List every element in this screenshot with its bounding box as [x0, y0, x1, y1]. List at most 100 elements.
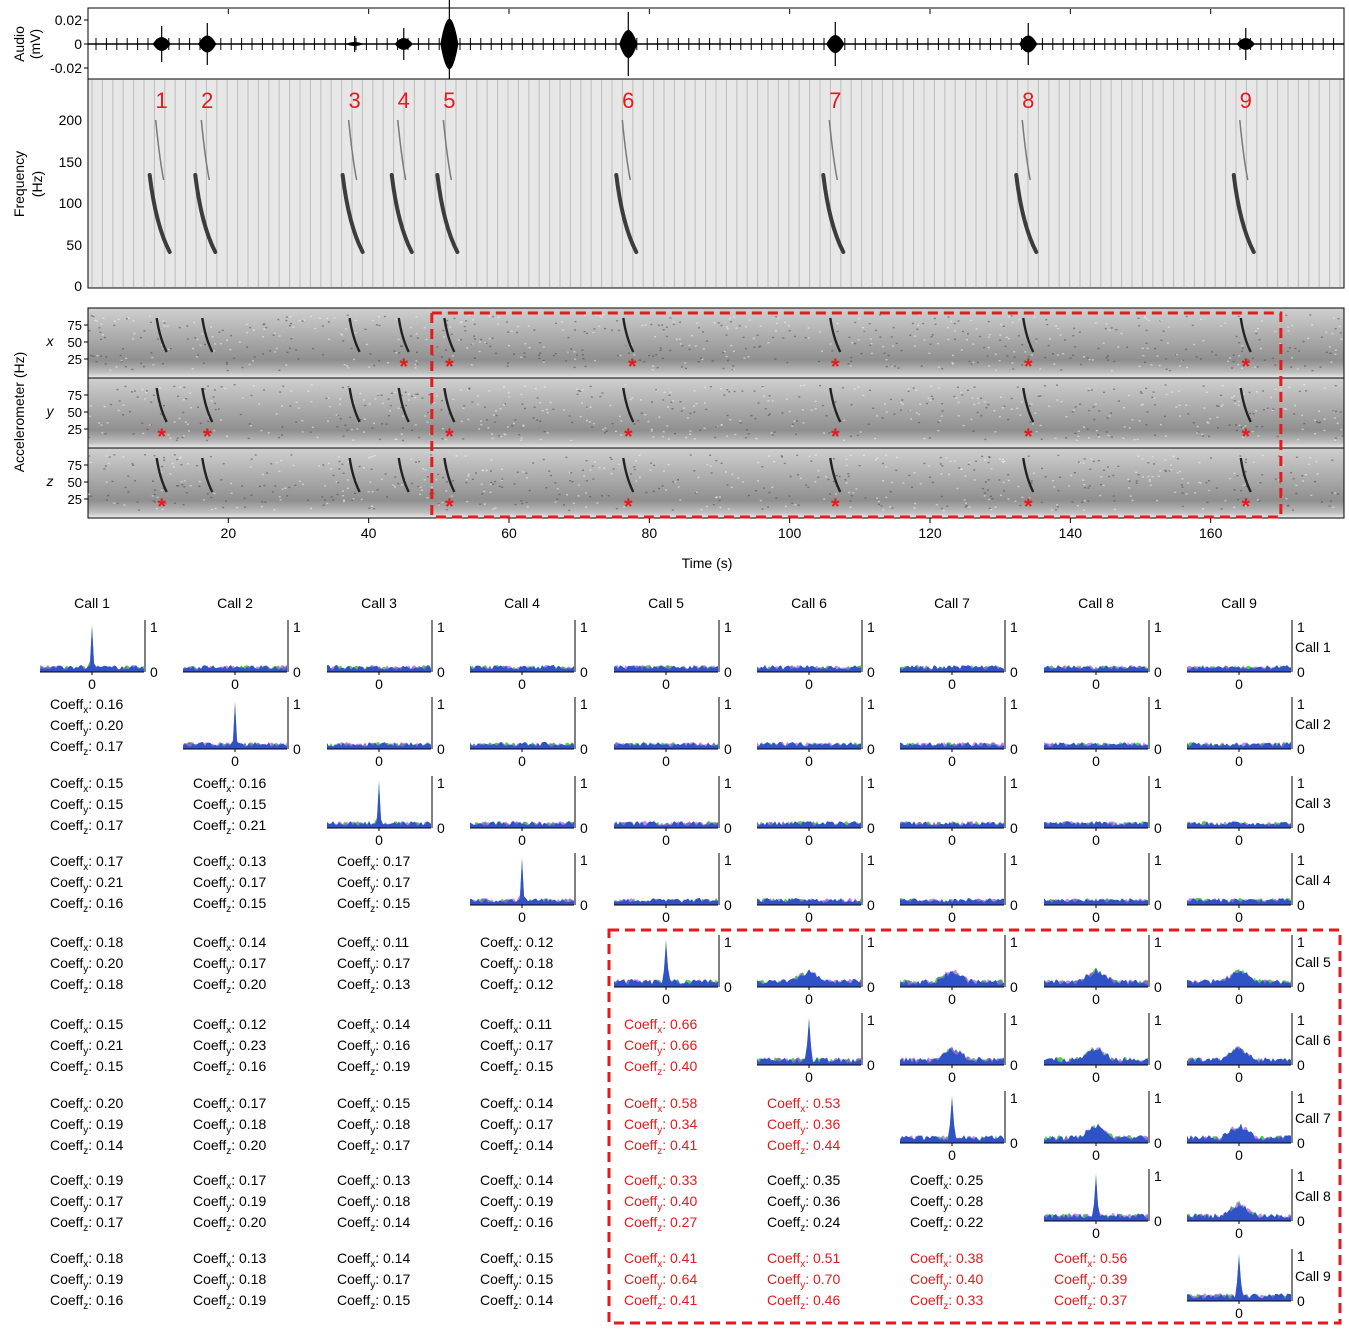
- accelerometer-noise-speck: [988, 507, 991, 510]
- accelerometer-noise-speck: [817, 476, 820, 478]
- accelerometer-noise-speck: [495, 352, 497, 354]
- accelerometer-noise-speck: [709, 454, 712, 456]
- accelerometer-noise-speck: [592, 478, 595, 480]
- accelerometer-noise-speck: [526, 477, 529, 479]
- accelerometer-noise-speck: [523, 356, 526, 358]
- accelerometer-noise-speck: [1072, 354, 1075, 356]
- accelerometer-noise-speck: [994, 353, 997, 355]
- coefficient-prefix: Coeff: [193, 775, 227, 791]
- accelerometer-noise-speck: [1021, 343, 1024, 346]
- accelerometer-noise-speck: [999, 339, 1002, 341]
- accelerometer-noise-speck: [258, 403, 261, 405]
- accelerometer-noise-speck: [758, 346, 761, 348]
- coefficient-value: : 0.14: [518, 1137, 554, 1153]
- accelerometer-noise-speck: [1258, 500, 1261, 502]
- accelerometer-noise-speck: [1027, 356, 1030, 358]
- accelerometer-noise-speck: [1185, 404, 1188, 406]
- xcorr-y0-label: 0: [1010, 741, 1018, 757]
- accelerometer-noise-speck: [1104, 327, 1107, 330]
- accelerometer-noise-speck: [567, 351, 570, 353]
- accelerometer-noise-speck: [290, 454, 293, 456]
- accelerometer-noise-speck: [95, 361, 98, 363]
- accelerometer-noise-speck: [369, 456, 372, 458]
- accelerometer-star-marker: *: [157, 424, 166, 449]
- coefficient-line: Coeffz: 0.27: [624, 1212, 697, 1234]
- accelerometer-noise-speck: [107, 494, 110, 497]
- accelerometer-noise-speck: [1220, 394, 1222, 396]
- accelerometer-noise-speck: [416, 351, 418, 353]
- accelerometer-noise-speck: [335, 414, 338, 416]
- accelerometer-noise-speck: [960, 349, 963, 351]
- accelerometer-noise-speck: [577, 484, 580, 486]
- coefficient-prefix: Coeff: [767, 1214, 801, 1230]
- accelerometer-noise-speck: [1054, 437, 1057, 440]
- coefficient-subscript: z: [226, 1223, 232, 1234]
- accelerometer-noise-speck: [728, 391, 731, 393]
- accelerometer-noise-speck: [609, 456, 612, 459]
- xcorr-x0-label: 0: [518, 676, 526, 692]
- coefficient-subscript: z: [800, 1146, 806, 1157]
- accelerometer-noise-speck: [495, 410, 497, 412]
- accelerometer-noise-speck: [615, 508, 618, 510]
- accelerometer-noise-speck: [920, 365, 923, 367]
- xcorr-y0-label: 0: [724, 979, 732, 995]
- accelerometer-noise-speck: [116, 502, 119, 505]
- accelerometer-noise-speck: [704, 386, 707, 389]
- coefficient-line: Coeffy: 0.28: [910, 1191, 983, 1213]
- accelerometer-noise-speck: [767, 342, 770, 344]
- accelerometer-noise-speck: [465, 481, 468, 484]
- accelerometer-noise-speck: [910, 418, 913, 420]
- accelerometer-noise-speck: [460, 321, 463, 323]
- coefficient-line: Coeffz: 0.15: [193, 893, 266, 915]
- accelerometer-noise-speck: [568, 509, 571, 512]
- accelerometer-noise-speck: [1033, 472, 1035, 474]
- accelerometer-noise-speck: [940, 495, 943, 498]
- accelerometer-noise-speck: [295, 401, 298, 403]
- accelerometer-noise-speck: [414, 396, 417, 399]
- accelerometer-noise-speck: [373, 455, 376, 457]
- accelerometer-noise-speck: [863, 330, 866, 333]
- accelerometer-noise-speck: [184, 421, 187, 423]
- accelerometer-noise-speck: [182, 411, 185, 414]
- coefficient-line: Coeffx: 0.14: [480, 1170, 553, 1192]
- coefficient-line: Coeffz: 0.16: [50, 1290, 123, 1312]
- accelerometer-noise-speck: [440, 409, 443, 411]
- accelerometer-noise-speck: [652, 490, 655, 493]
- accelerometer-noise-speck: [243, 497, 246, 499]
- accelerometer-noise-speck: [538, 357, 541, 359]
- coefficient-subscript: x: [226, 1259, 232, 1270]
- accelerometer-call-trace: [1239, 387, 1252, 423]
- accelerometer-noise-speck: [998, 479, 1001, 481]
- accelerometer-noise-speck: [275, 413, 278, 415]
- coefficient-prefix: Coeff: [767, 1137, 801, 1153]
- accelerometer-noise-speck: [342, 435, 345, 437]
- accelerometer-noise-speck: [722, 351, 725, 354]
- xcorr-y0-label: 0: [1010, 897, 1018, 913]
- accelerometer-noise-speck: [400, 433, 403, 435]
- accelerometer-noise-speck: [579, 415, 582, 418]
- coefficient-prefix: Coeff: [337, 934, 371, 950]
- accelerometer-noise-speck: [1311, 370, 1314, 372]
- accelerometer-noise-speck: [918, 421, 921, 424]
- accelerometer-noise-speck: [204, 343, 206, 346]
- accelerometer-noise-speck: [982, 487, 984, 490]
- accelerometer-noise-speck: [1334, 328, 1337, 330]
- accelerometer-noise-speck: [654, 335, 657, 338]
- accelerometer-noise-speck: [230, 492, 233, 494]
- accelerometer-noise-speck: [199, 422, 202, 425]
- accelerometer-noise-speck: [747, 433, 750, 435]
- coefficient-line: Coeffy: 0.23: [193, 1035, 266, 1057]
- accelerometer-noise-speck: [785, 398, 788, 400]
- accelerometer-noise-speck: [1135, 482, 1138, 484]
- accelerometer-noise-speck: [88, 329, 91, 332]
- accelerometer-noise-speck: [322, 354, 325, 356]
- accelerometer-noise-speck: [1233, 506, 1236, 509]
- accelerometer-noise-speck: [339, 398, 342, 400]
- accelerometer-noise-speck: [908, 474, 911, 477]
- accelerometer-noise-speck: [499, 408, 502, 410]
- accelerometer-noise-speck: [1221, 385, 1224, 387]
- coefficient-line: Coeffx: 0.20: [50, 1093, 123, 1115]
- coefficient-line: Coeffy: 0.36: [767, 1191, 840, 1213]
- accelerometer-noise-speck: [761, 508, 764, 510]
